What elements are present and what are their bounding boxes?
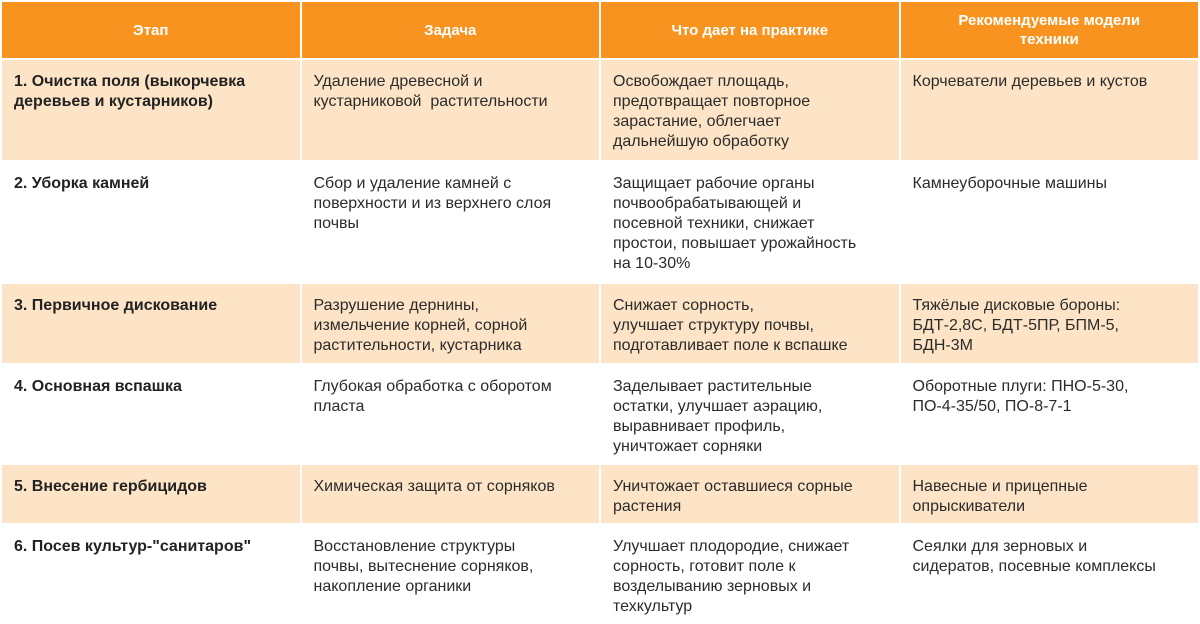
table-row: 2. Уборка камней Сбор и удаление камней с… (0, 160, 1200, 284)
cell-line: кустарниковой растительности (313, 93, 548, 110)
cell-line: растительности, кустарника (313, 337, 522, 354)
cell-line: Задача (424, 21, 477, 39)
table-cell: Освобождает площадь, предотвращает повтор… (599, 58, 901, 162)
table-row: 1. Очистка поля (выкорчевка деревьев и ку… (0, 58, 1200, 162)
table-row: 4. Основная вспашка Глубокая обработка с … (0, 363, 1200, 465)
table-row: 3. Первичное дискование Разрушение дернин… (0, 282, 1200, 365)
cell-line: Удаление древесной и (313, 73, 483, 90)
stage-cell: 6. Посев культур-"санитаров" (0, 523, 302, 624)
cell-line: остатки, улучшает аэрацию, (613, 398, 823, 415)
table-cell: Глубокая обработка с оборотом пласта (299, 363, 601, 465)
cell-line: пласта (313, 398, 365, 415)
header-cell: Этап (0, 0, 302, 60)
cell-line: посевной техники, снижает (613, 215, 815, 232)
cell-line: Освобождает площадь, (613, 73, 789, 90)
cell-line: Сеялки для зерновых и (912, 538, 1088, 555)
stage-cell: 2. Уборка камней (0, 160, 302, 284)
cell-line: 4. Основная вспашка (14, 378, 182, 395)
table-cell: Сеялки для зерновых и сидератов, посевные… (898, 523, 1200, 624)
header-row: Этап Задача Что дает на практике Рекомендуе… (0, 0, 1200, 60)
table-cell: Корчеватели деревьев и кустов (898, 58, 1200, 162)
cell-line: Уничтожает оставшиеся сорные (613, 478, 853, 495)
cell-line: Улучшает плодородие, снижает (613, 538, 850, 555)
table-cell: Защищает рабочие органы почвообрабатывающ… (599, 160, 901, 284)
cell-line: Защищает рабочие органы (613, 175, 815, 192)
cell-line: 3. Первичное дискование (14, 297, 218, 314)
cell-line: Что дает на практике (671, 21, 829, 39)
cell-line: Тяжёлые дисковые бороны: (912, 297, 1121, 314)
table-row: 5. Внесение гербицидов Химическая защита … (0, 463, 1200, 525)
cell-line: Восстановление структуры (313, 538, 516, 555)
cell-line: Сбор и удаление камней с (313, 175, 512, 192)
header-cell: Рекомендуемые модели техники (898, 0, 1200, 60)
cell-line: Рекомендуемые модели (958, 12, 1141, 29)
table-cell: Камнеуборочные машины (898, 160, 1200, 284)
cell-line: накопление органики (313, 578, 472, 595)
cell-line: Химическая защита от сорняков (313, 478, 555, 495)
cell-line: Оборотные плуги: ПНО-5-30, (912, 378, 1129, 395)
cell-line: почвы (313, 215, 360, 232)
cell-line: БДН-3М (912, 337, 973, 354)
stage-cell: 1. Очистка поля (выкорчевка деревьев и ку… (0, 58, 302, 162)
cell-line: Разрушение дернины, (313, 297, 479, 314)
cell-line: опрыскиватели (912, 498, 1026, 515)
cell-line: подготавливает поле к вспашке (613, 337, 848, 354)
table-cell: Разрушение дернины, измельчение корней, с… (299, 282, 601, 365)
cell-line: Снижает сорность, (613, 297, 754, 314)
cell-line: техники (1019, 31, 1079, 48)
cell-line: 1. Очистка поля (выкорчевка (14, 73, 246, 90)
table-cell: Навесные и прицепные опрыскиватели (898, 463, 1200, 525)
cell-line: Этап (133, 21, 169, 39)
cell-line: поверхности и из верхнего слоя (313, 195, 552, 212)
cell-line: улучшает структуру почвы, (613, 317, 814, 334)
table-cell: Химическая защита от сорняков (299, 463, 601, 525)
cell-line: сидератов, посевные комплексы (912, 558, 1156, 575)
cell-line: 5. Внесение гербицидов (14, 478, 207, 495)
cell-line: Корчеватели деревьев и кустов (912, 73, 1148, 90)
cell-line: зарастание, облегчает (613, 113, 781, 130)
table-cell: Сбор и удаление камней с поверхности и из… (299, 160, 601, 284)
table-cell: Оборотные плуги: ПНО-5-30, ПО-4-35/50, ПО… (898, 363, 1200, 465)
cell-line: Глубокая обработка с оборотом (313, 378, 552, 395)
stage-cell: 3. Первичное дискование (0, 282, 302, 365)
cell-line: предотвращает повторное (613, 93, 811, 110)
cell-line: почвообрабатывающей и (613, 195, 802, 212)
cell-line: возделыванию зерновых и (613, 578, 812, 595)
header-cell: Задача (299, 0, 601, 60)
cell-line: 2. Уборка камней (14, 175, 150, 192)
table-cell: Восстановление структуры почвы, вытеснени… (299, 523, 601, 624)
stage-cell: 5. Внесение гербицидов (0, 463, 302, 525)
cell-line: ПО-4-35/50, ПО-8-7-1 (912, 398, 1072, 415)
table-cell: Тяжёлые дисковые бороны: БДТ-2,8С, БДТ-5П… (898, 282, 1200, 365)
cell-line: растения (613, 498, 682, 515)
cell-line: деревьев и кустарников) (14, 93, 214, 110)
table-cell: Улучшает плодородие, снижает сорность, го… (599, 523, 901, 624)
table-cell: Снижает сорность, улучшает структуру почв… (599, 282, 901, 365)
cell-line: Камнеуборочные машины (912, 175, 1107, 192)
table-cell: Удаление древесной и кустарниковой растит… (299, 58, 601, 162)
cell-line: техкультур (613, 598, 693, 615)
cell-line: сорность, готовит поле к (613, 558, 796, 575)
table-row: 6. Посев культур-"санитаров" Восстановлен… (0, 523, 1200, 624)
cell-line: дальнейшую обработку (613, 133, 789, 150)
cell-line: на 10-30% (613, 255, 691, 272)
cell-line: уничтожает сорняки (613, 438, 763, 455)
table-cell: Заделывает растительные остатки, улучшает… (599, 363, 901, 465)
header-cell: Что дает на практике (599, 0, 901, 60)
cell-line: выравнивает профиль, (613, 418, 786, 435)
stage-cell: 4. Основная вспашка (0, 363, 302, 465)
cell-line: измельчение корней, сорной (313, 317, 528, 334)
cell-line: БДТ-2,8С, БДТ-5ПР, БПМ-5, (912, 317, 1120, 334)
cell-line: Заделывает растительные (613, 378, 812, 395)
cell-line: почвы, вытеснение сорняков, (313, 558, 534, 575)
cell-line: 6. Посев культур-"санитаров" (14, 538, 252, 555)
cell-line: Навесные и прицепные (912, 478, 1088, 495)
cell-line: простои, повышает урожайность (613, 235, 857, 252)
table-cell: Уничтожает оставшиеся сорные растения (599, 463, 901, 525)
